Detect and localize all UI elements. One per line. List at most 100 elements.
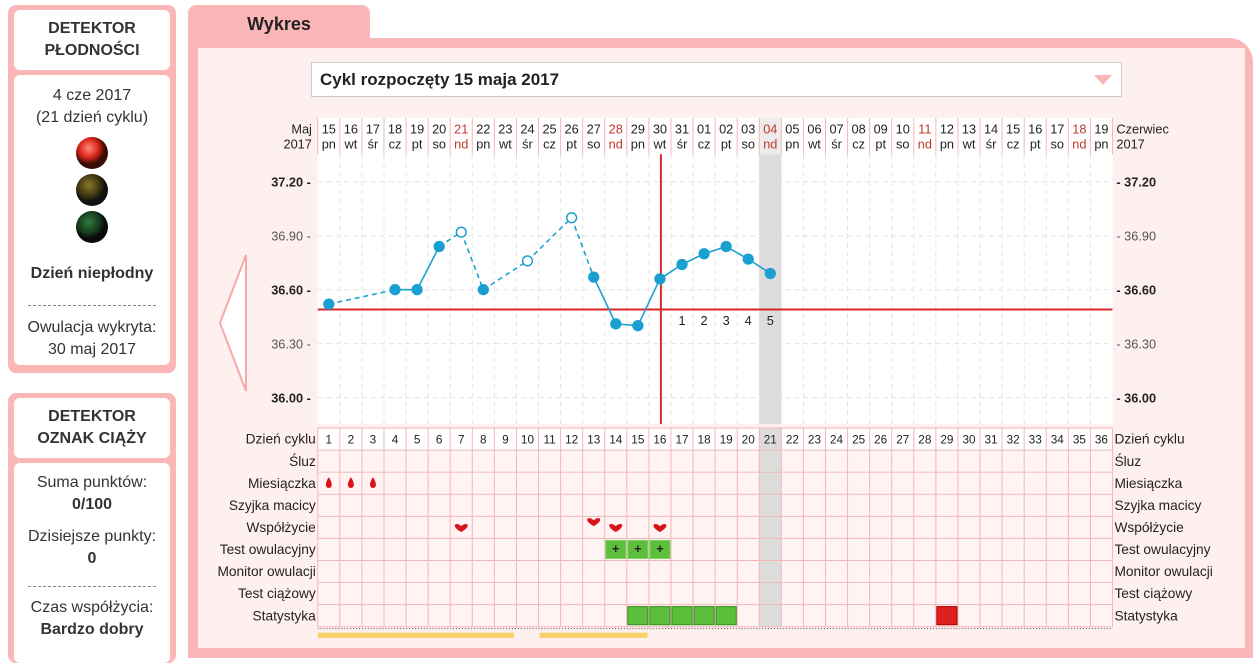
row-label-left: Test owulacyjny xyxy=(220,542,316,557)
cycle-day-number: 34 xyxy=(1051,434,1065,447)
temperature-point[interactable] xyxy=(455,226,467,238)
cycle-day-number: 23 xyxy=(808,434,822,447)
bottom-strip-yellow xyxy=(539,632,648,638)
weekday-label: pn xyxy=(785,136,799,151)
row-label-left: Statystyka xyxy=(253,608,317,623)
intercourse-heart-icon[interactable] xyxy=(454,523,468,533)
cycle-day-number: 5 xyxy=(414,434,421,447)
temperature-point[interactable] xyxy=(323,298,335,310)
date-label: 19 xyxy=(410,122,424,137)
fertility-detector-title: DETEKTOR PŁODNOŚCI xyxy=(44,20,140,59)
chevron-down-icon xyxy=(1094,75,1112,85)
weekday-label: nd xyxy=(918,136,932,151)
cycle-day-number: 29 xyxy=(940,434,953,447)
cycle-day-number: 26 xyxy=(874,434,888,447)
weekday-label: pn xyxy=(940,136,954,151)
weekday-label: cz xyxy=(543,136,556,151)
temperature-point[interactable] xyxy=(698,248,710,260)
date-label: 18 xyxy=(1072,122,1086,137)
temperature-point[interactable] xyxy=(588,271,600,283)
menstruation-drop-icon[interactable] xyxy=(325,477,332,488)
date-label: 04 xyxy=(763,122,777,137)
cycle-day-number: 27 xyxy=(896,434,909,447)
date-label: 15 xyxy=(322,122,336,137)
ovulation-test-plus: + xyxy=(612,541,619,556)
cycle-day-number: 2 xyxy=(348,434,355,447)
intercourse-heart-icon[interactable] xyxy=(609,523,623,533)
temperature-point[interactable] xyxy=(742,253,754,265)
cycle-select[interactable]: Cykl rozpoczęty 15 maja 2017 xyxy=(311,62,1122,97)
temperature-point[interactable] xyxy=(389,284,401,296)
previous-cycle-arrow-icon[interactable] xyxy=(218,253,248,393)
temperature-point[interactable] xyxy=(676,258,688,271)
date-label: 24 xyxy=(520,122,534,137)
post-ovulation-day-label: 5 xyxy=(767,313,774,328)
cycle-day-number: 8 xyxy=(480,434,487,447)
ovulation-test-positive[interactable] xyxy=(627,539,649,560)
cycle-day-number: 15 xyxy=(631,434,645,447)
date-label: 01 xyxy=(697,122,711,137)
temperature-point[interactable] xyxy=(477,284,489,296)
temperature-point[interactable] xyxy=(433,240,445,253)
cycle-day-number: 28 xyxy=(918,434,932,447)
temperature-point[interactable] xyxy=(565,212,578,224)
temperature-point[interactable] xyxy=(521,255,534,267)
current-date: 4 cze 2017 xyxy=(52,87,132,104)
tab-chart[interactable]: Wykres xyxy=(188,5,370,45)
weekday-label: pt xyxy=(412,136,423,151)
temperature-point[interactable] xyxy=(720,240,732,253)
cycle-day-number: 21 xyxy=(764,434,777,447)
weekday-label: wt xyxy=(962,136,976,151)
date-label: 19 xyxy=(1094,122,1108,137)
y-tick-left: 36.00 - xyxy=(271,391,311,406)
cycle-day-number: 33 xyxy=(1029,434,1043,447)
weekday-label: cz xyxy=(389,136,402,151)
weekday-label: cz xyxy=(698,136,711,151)
temperature-point[interactable] xyxy=(632,320,644,332)
fertility-detector-body: 4 cze 2017 (21 dzień cyklu) Dzień niepło… xyxy=(14,75,170,365)
temperature-point[interactable] xyxy=(764,267,776,280)
temperature-point[interactable] xyxy=(610,318,622,330)
statistics-fertile-mark xyxy=(671,606,693,626)
weekday-label: pt xyxy=(1030,136,1041,151)
temperature-segment xyxy=(637,278,661,327)
cycle-day-number: 19 xyxy=(720,434,733,447)
today-date-highlight xyxy=(759,118,782,155)
intercourse-heart-icon[interactable] xyxy=(653,523,667,533)
cycle-day-number: 17 xyxy=(675,434,688,447)
y-tick-right: - 36.90 xyxy=(1116,229,1156,244)
month-label-left: Maj xyxy=(291,122,312,137)
temperature-point[interactable] xyxy=(654,273,666,285)
row-label-left: Współżycie xyxy=(246,520,316,535)
weekday-label: so xyxy=(432,136,445,151)
row-label-right: Test ciążowy xyxy=(1114,586,1192,601)
row-label-left: Miesiączka xyxy=(248,476,316,491)
row-label-left: Dzień cyklu xyxy=(246,432,316,447)
row-label-right: Współżycie xyxy=(1114,520,1184,535)
date-label: 16 xyxy=(344,122,358,137)
row-label-right: Śluz xyxy=(1114,452,1141,469)
row-label-right: Miesiączka xyxy=(1114,476,1182,491)
ovulation-test-positive[interactable] xyxy=(605,539,627,560)
date-label: 20 xyxy=(432,122,446,137)
menstruation-drop-icon[interactable] xyxy=(370,477,376,488)
menstruation-drop-icon[interactable] xyxy=(347,477,354,488)
temperature-segment xyxy=(460,231,485,290)
statistics-fertile-mark xyxy=(649,606,671,626)
y-tick-left: 37.20 - xyxy=(271,175,311,190)
intercourse-heart-icon[interactable] xyxy=(587,518,601,527)
fertility-detector-title-box: DETEKTOR PŁODNOŚCI xyxy=(14,10,170,70)
temperature-segment xyxy=(592,276,617,325)
cycle-day-number: 4 xyxy=(392,434,399,447)
weekday-label: cz xyxy=(852,136,865,151)
date-label: 11 xyxy=(918,122,931,137)
row-label-left: Test ciążowy xyxy=(238,586,316,601)
ovulation-test-positive[interactable] xyxy=(649,539,671,560)
temperature-point[interactable] xyxy=(411,284,423,296)
statistics-fertile-mark xyxy=(715,606,737,626)
cycle-day-number: 32 xyxy=(1007,434,1020,447)
cycle-day-number: 36 xyxy=(1095,434,1109,447)
post-ovulation-day-label: 4 xyxy=(745,313,752,328)
weekday-label: wt xyxy=(653,136,667,151)
post-ovulation-day-label: 2 xyxy=(701,313,708,328)
